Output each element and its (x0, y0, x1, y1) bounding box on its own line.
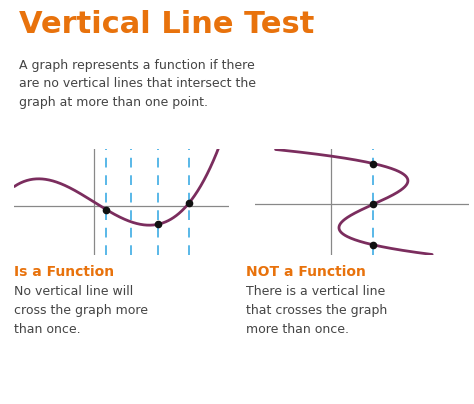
Text: Vertical Line Test: Vertical Line Test (19, 10, 314, 39)
Text: Is a Function: Is a Function (14, 265, 114, 279)
Text: There is a vertical line
that crosses the graph
more than once.: There is a vertical line that crosses th… (246, 285, 388, 336)
Text: NOT a Function: NOT a Function (246, 265, 366, 279)
Text: A graph represents a function if there
are no vertical lines that intersect the
: A graph represents a function if there a… (19, 59, 256, 109)
Text: No vertical line will
cross the graph more
than once.: No vertical line will cross the graph mo… (14, 285, 148, 336)
